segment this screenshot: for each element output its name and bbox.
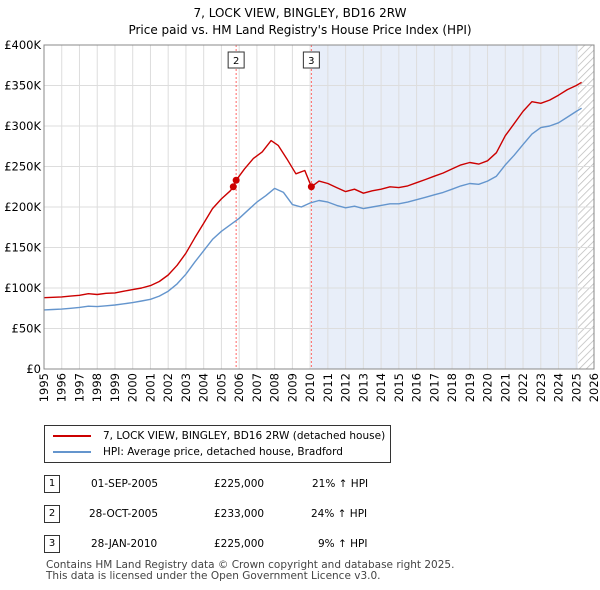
y-tick-label: £250K <box>4 160 41 174</box>
y-tick-label: £300K <box>4 119 41 133</box>
legend-label-property: 7, LOCK VIEW, BINGLEY, BD16 2RW (detache… <box>103 430 386 442</box>
x-tick-label: 1999 <box>108 373 122 402</box>
sale-price: £233,000 <box>214 508 265 520</box>
legend-swatch-property <box>53 435 91 437</box>
sale-marker-label: 3 <box>308 56 314 67</box>
x-tick-label: 2017 <box>427 373 441 402</box>
y-tick-label: £50K <box>12 322 42 336</box>
plot-border <box>43 44 595 370</box>
x-tick-label: 2026 <box>587 373 600 402</box>
x-tick-label: 2023 <box>534 373 548 402</box>
x-tick-label: 1998 <box>90 373 104 402</box>
x-tick-label: 2010 <box>303 373 317 402</box>
sale-number-box: 2 <box>44 505 60 523</box>
x-tick-label: 2016 <box>410 373 424 402</box>
x-tick-label: 2000 <box>126 373 140 402</box>
sale-hpi: 9% ↑ HPI <box>318 538 368 550</box>
chart-title-line2: Price paid vs. HM Land Registry's House … <box>128 23 472 37</box>
sale-date: 28-JAN-2010 <box>91 538 158 550</box>
chart-title-line1: 7, LOCK VIEW, BINGLEY, BD16 2RW <box>193 6 407 20</box>
x-tick-label: 2024 <box>552 373 566 402</box>
x-tick-label: 2012 <box>339 373 353 402</box>
legend-item-property: 7, LOCK VIEW, BINGLEY, BD16 2RW (detache… <box>45 428 385 444</box>
sale-point <box>307 183 315 191</box>
y-tick-label: £400K <box>4 38 41 52</box>
sale-marker-label: 2 <box>233 56 239 67</box>
sale-number-box: 3 <box>44 535 60 553</box>
sale-number-box: 1 <box>44 475 60 493</box>
x-tick-label: 2018 <box>445 373 459 402</box>
x-tick-label: 2004 <box>197 373 211 402</box>
sale-price: £225,000 <box>214 538 265 550</box>
y-tick-label: £350K <box>4 79 41 93</box>
footer-copyright: Contains HM Land Registry data © Crown c… <box>46 559 455 571</box>
legend-swatch-hpi <box>53 451 91 453</box>
y-tick-label: £0 <box>26 362 41 376</box>
price-chart: £0 £50K £100K £150K £200K £250K £300K £350K £400… <box>4 38 600 402</box>
chart-legend: 7, LOCK VIEW, BINGLEY, BD16 2RW (detache… <box>44 425 391 463</box>
series-line-property <box>43 81 582 299</box>
sale-hpi: 24% ↑ HPI <box>311 508 368 520</box>
x-tick-label: 2020 <box>481 373 495 402</box>
x-tick-label: 2021 <box>498 373 512 402</box>
x-tick-label: 2007 <box>250 373 264 402</box>
x-tick-label: 2022 <box>516 373 530 402</box>
sale-hpi: 21% ↑ HPI <box>312 478 369 490</box>
x-tick-label: 2002 <box>161 373 175 402</box>
x-tick-label: 2015 <box>392 373 406 402</box>
x-tick-label: 1995 <box>37 373 51 402</box>
x-tick-label: 2013 <box>356 373 370 402</box>
footer-licence: This data is licensed under the Open Gov… <box>46 570 381 582</box>
x-tick-label: 2025 <box>569 373 583 402</box>
sale-date: 28-OCT-2005 <box>89 508 158 520</box>
sale-row: 3 28-JAN-2010 £225,000 9% ↑ HPI <box>0 535 600 555</box>
x-tick-label: 2014 <box>374 373 388 402</box>
sale-point <box>229 183 237 191</box>
footer: Contains HM Land Registry data © Crown c… <box>46 560 454 582</box>
sale-date: 01-SEP-2005 <box>91 478 159 490</box>
sale-marker-box <box>302 51 320 69</box>
x-tick-label: 2008 <box>268 373 282 402</box>
x-tick-label: 2009 <box>285 373 299 402</box>
y-tick-label: £100K <box>4 281 41 295</box>
legend-item-hpi: HPI: Average price, detached house, Brad… <box>45 444 343 460</box>
sale-row: 1 01-SEP-2005 £225,000 21% ↑ HPI <box>0 475 600 495</box>
sale-marker-box <box>227 51 245 69</box>
y-tick-label: £150K <box>4 241 41 255</box>
x-tick-label: 1996 <box>55 373 69 402</box>
x-tick-label: 2019 <box>463 373 477 402</box>
y-tick-label: £200K <box>4 200 41 214</box>
x-tick-label: 2011 <box>321 373 335 402</box>
sale-point <box>232 176 240 184</box>
x-tick-label: 2005 <box>214 373 228 402</box>
sale-row: 2 28-OCT-2005 £233,000 24% ↑ HPI <box>0 505 600 525</box>
x-tick-label: 2001 <box>143 373 157 402</box>
legend-label-hpi: HPI: Average price, detached house, Brad… <box>103 446 343 458</box>
sale-price: £225,000 <box>214 478 265 490</box>
series-line-hpi <box>43 107 582 311</box>
x-tick-label: 2003 <box>179 373 193 402</box>
x-tick-label: 1997 <box>72 373 86 402</box>
x-tick-label: 2006 <box>232 373 246 402</box>
